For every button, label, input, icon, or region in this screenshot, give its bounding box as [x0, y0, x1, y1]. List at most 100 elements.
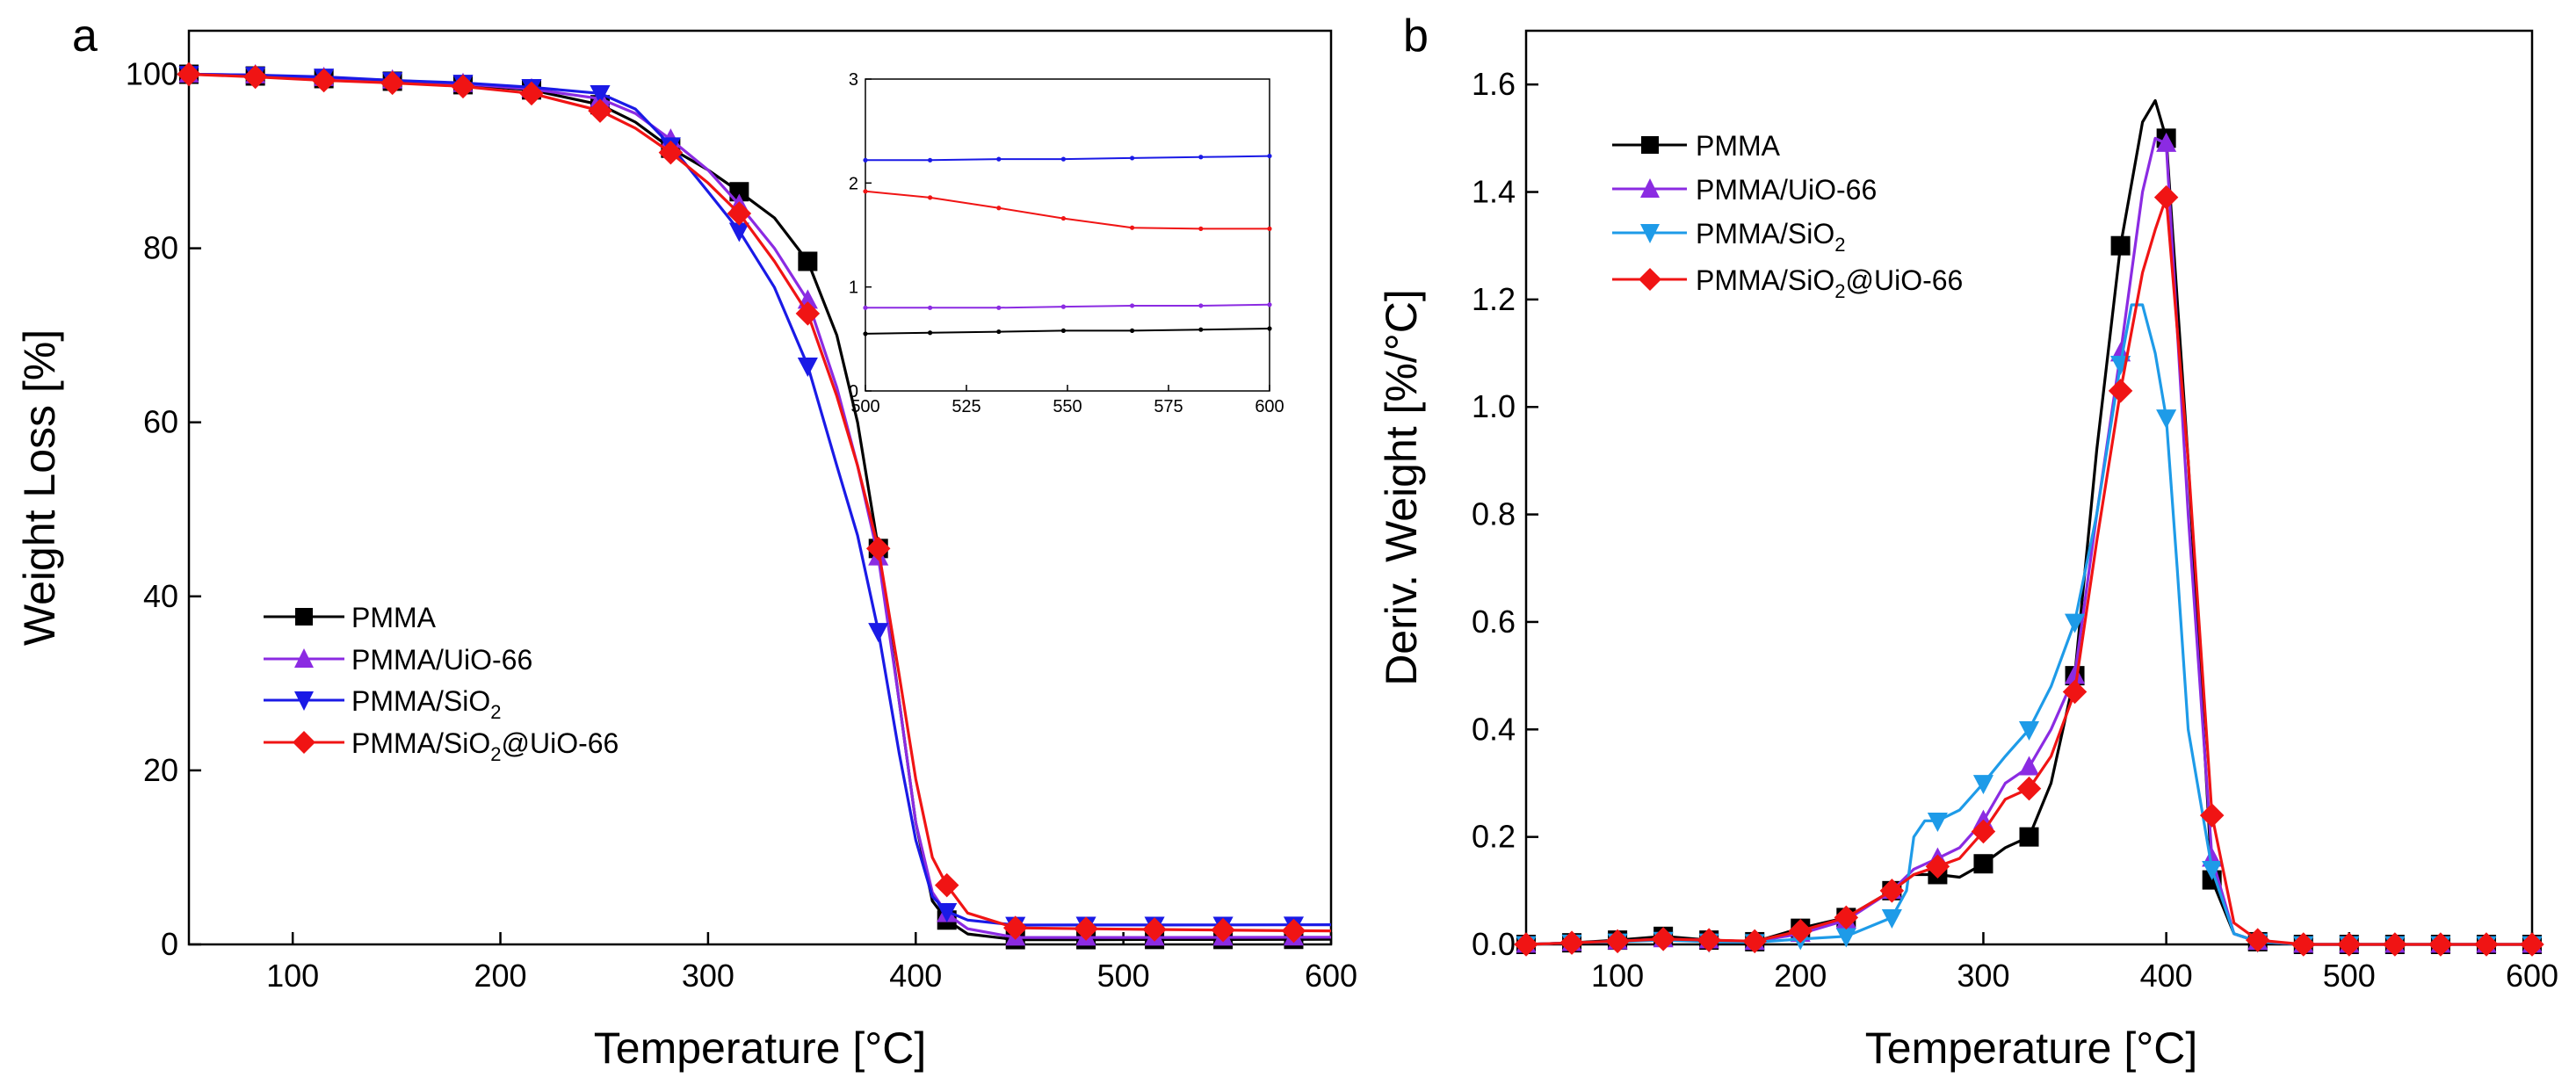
inset-point-uio [1267, 302, 1272, 307]
panel-a-point-sio2 [868, 623, 889, 643]
panel-a-x-tick-label: 200 [474, 958, 527, 994]
panel-a-x-tick-label: 400 [889, 958, 942, 994]
inset-point-sio2 [1060, 156, 1066, 162]
panel-b-x-tick-label: 500 [2323, 958, 2376, 994]
panel-b-point-sio2uio [1834, 905, 1859, 930]
inset-point-sio2uio [928, 195, 933, 200]
panel-b-point-sio2uio [2291, 932, 2316, 957]
inset-point-sio2uio [1130, 225, 1135, 230]
panel-b-point-uio [2018, 756, 2040, 776]
inset-frame [865, 78, 1270, 392]
panel-a-plot-frame [187, 29, 1333, 946]
panel-a-x-tick-label: 100 [266, 958, 319, 994]
panel-b-point-sio2uio [2383, 932, 2407, 957]
legend-a-label-pmma: PMMA [351, 602, 437, 633]
inset-point-pmma [1198, 327, 1204, 332]
panel-b-y-tick-label: 0.0 [1472, 926, 1516, 962]
panel-b-point-sio2uio [1742, 929, 1767, 954]
panel-b-point-pmma [1973, 854, 1994, 874]
inset-axes: 500 525 550 575 600 0 1 2 3 [849, 70, 1284, 416]
panel-b-x-tick-label: 300 [1957, 958, 2009, 994]
legend-b-label-uio: PMMA/UiO-66 [1696, 174, 1877, 206]
panel-a-point-sio2uio [519, 81, 544, 106]
inset-y-tick-label: 1 [849, 278, 858, 298]
panel-a-point-sio2 [590, 84, 611, 105]
panel-b-x-tick-label: 400 [2140, 958, 2193, 994]
panel-b-legend: PMMA PMMA/UiO-66 PMMA/SiO2 PMMA/SiO2@UiO… [1612, 130, 1963, 302]
inset-y-tick-label: 2 [849, 174, 858, 193]
panel-b-axes: 100 200 300 400 500 600 0.0 0.2 0.4 0.6 0.8 1.0 1.2 1… [1472, 66, 2558, 994]
inset-point-sio2uio [996, 206, 1002, 211]
inset-x-tick-label: 500 [850, 397, 879, 416]
panel-a-point-sio2uio [311, 68, 336, 93]
panel-b-point-sio2 [2156, 409, 2177, 430]
panel-a-point-sio2uio [177, 61, 201, 87]
inset-series [863, 153, 1272, 336]
panel-a-x-axis-title: Temperature [°C] [594, 1023, 926, 1073]
panel-a-point-sio2uio [1142, 917, 1167, 942]
inset-point-pmma [1060, 328, 1066, 333]
inset-point-pmma [996, 329, 1002, 335]
panel-b-x-tick-label: 200 [1774, 958, 1827, 994]
panel-a-x-tick-label: 600 [1305, 958, 1357, 994]
inset-point-sio2 [863, 157, 868, 163]
inset-point-pmma [863, 331, 868, 336]
panel-a-point-sio2 [797, 357, 818, 377]
panel-a-legend: PMMA PMMA/UiO-66 PMMA/SiO2 PMMA/SiO2@UiO… [264, 602, 619, 765]
panel-a-y-tick-label: 80 [143, 230, 178, 266]
panel-a-point-pmma [729, 182, 749, 202]
panel-b-point-sio2uio [2245, 928, 2270, 952]
panel-a-point-sio2uio [1074, 916, 1098, 941]
panel-b-point-sio2uio [1879, 879, 1905, 903]
panel-b-plot-frame [1524, 29, 2534, 946]
legend-a-item-sio2uio: PMMA/SiO2@UiO-66 [264, 727, 619, 765]
panel-a-point-sio2uio [1211, 917, 1235, 943]
panel-b-point-sio2 [2018, 720, 2040, 741]
inset-point-pmma [1130, 328, 1135, 333]
inset-x-tick-label: 525 [952, 397, 980, 416]
panel-a-point-sio2 [728, 222, 749, 242]
panel-b-point-sio2uio [2337, 932, 2362, 957]
panel-a-point-sio2uio [380, 70, 405, 96]
panel-b-series [1514, 98, 2544, 957]
legend-b-label-sio2: PMMA/SiO2 [1696, 218, 1845, 256]
inset-point-uio [996, 305, 1002, 310]
inset-point-sio2 [1130, 155, 1135, 161]
panel-b-point-sio2 [1927, 812, 1948, 832]
legend-b-label-sio2uio: PMMA/SiO2@UiO-66 [1696, 264, 1963, 302]
panel-b-line-pmma [1525, 98, 2532, 946]
panel-b-y-axis-title: Deriv. Weight [%/°C] [1377, 289, 1426, 686]
inset-x-tick-label: 600 [1255, 397, 1284, 416]
inset-point-uio [863, 305, 868, 310]
panel-b-point-sio2uio [1788, 918, 1813, 944]
panel-a-y-tick-label: 100 [126, 56, 178, 92]
panel-b-point-sio2 [1835, 928, 1856, 948]
inset-point-sio2uio [1198, 226, 1204, 231]
panel-a-y-tick-label: 40 [143, 578, 178, 614]
panel-b-point-sio2uio [2153, 184, 2179, 210]
panel-b-x-tick-label: 600 [2506, 958, 2558, 994]
panel-b-x-tick-label: 100 [1591, 958, 1644, 994]
inset-point-pmma [1267, 326, 1272, 331]
panel-b-y-tick-label: 0.6 [1472, 604, 1516, 640]
panel-b-point-sio2 [1972, 775, 1994, 795]
legend-a-item-sio2: PMMA/SiO2 [264, 685, 501, 723]
inset-point-sio2uio [1267, 226, 1272, 231]
panel-a-x-tick-label: 500 [1097, 958, 1150, 994]
panel-b-y-tick-label: 1.4 [1472, 174, 1516, 210]
panel-a-point-sio2uio [1281, 918, 1306, 944]
panel-b-point-sio2uio [1697, 928, 1721, 952]
panel-a-y-tick-label: 60 [143, 404, 178, 440]
panel-b-point-sio2 [2064, 613, 2086, 633]
legend-a-item-pmma: PMMA [264, 602, 437, 633]
panel-a-inset: 500 525 550 575 600 0 1 2 3 [849, 70, 1284, 416]
panel-b-line-uio [1525, 136, 2532, 946]
inset-point-sio2 [928, 157, 933, 163]
legend-b-item-sio2uio: PMMA/SiO2@UiO-66 [1612, 264, 1963, 302]
panel-b-letter: b [1403, 11, 1429, 61]
panel-a-y-tick-label: 20 [143, 752, 178, 788]
inset-x-tick-label: 550 [1053, 397, 1082, 416]
inset-point-uio [928, 305, 933, 310]
legend-b-label-pmma: PMMA [1696, 130, 1781, 162]
